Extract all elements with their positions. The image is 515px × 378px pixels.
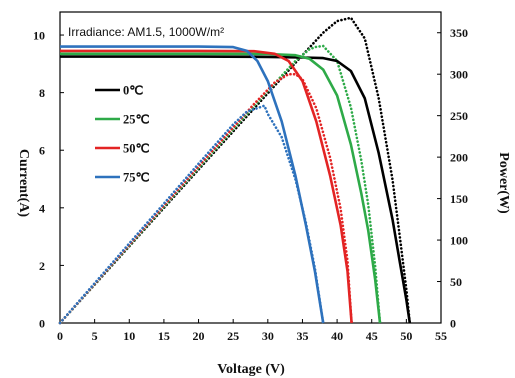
y-right-tick-label: 300: [450, 68, 468, 82]
y-left-tick-label: 0: [39, 317, 45, 331]
legend-label: 75℃: [123, 171, 150, 185]
x-tick-label: 10: [123, 329, 135, 343]
irradiance-annotation: Irradiance: AM1.5, 1000W/m²: [68, 25, 224, 39]
x-tick-label: 55: [435, 329, 447, 343]
iv-curve-0c: [60, 55, 412, 324]
y-right-tick-label: 0: [450, 317, 456, 331]
legend-label: 50℃: [123, 142, 150, 156]
x-tick-label: 40: [331, 329, 343, 343]
iv-curve-50c: [60, 49, 353, 324]
y-left-tick-label: 2: [39, 259, 45, 273]
plot-frame: [59, 11, 442, 324]
y-right-tick-label: 150: [450, 192, 468, 206]
x-tick-label: 0: [57, 329, 63, 343]
y-right-axis-title: Power(W): [496, 152, 511, 214]
x-tick-label: 25: [227, 329, 239, 343]
legend-label: 25℃: [123, 113, 150, 127]
x-tick-label: 15: [158, 329, 170, 343]
legend: 0℃ 25℃ 50℃ 75℃: [95, 84, 150, 185]
x-tick-label: 45: [366, 329, 378, 343]
y-left-tick-label: 8: [39, 86, 45, 100]
y-right-tick-label: 250: [450, 109, 468, 123]
power-curve-0c: [58, 16, 412, 325]
y-right-axis-ticks: 0 50 100 150 200 250 300 350: [437, 26, 468, 331]
y-right-tick-label: 100: [450, 234, 468, 248]
x-tick-label: 50: [400, 329, 412, 343]
x-tick-label: 20: [193, 329, 205, 343]
iv-curve-25c: [60, 52, 382, 324]
power-curve-75c: [58, 104, 325, 325]
y-right-tick-label: 350: [450, 26, 468, 40]
y-right-tick-label: 50: [450, 275, 462, 289]
x-tick-label: 5: [92, 329, 98, 343]
y-left-tick-label: 4: [39, 201, 45, 215]
x-tick-label: 30: [262, 329, 274, 343]
x-tick-label: 35: [296, 329, 308, 343]
legend-label: 0℃: [123, 84, 143, 98]
y-left-tick-label: 10: [33, 29, 45, 43]
x-axis-ticks: 0 5 10 15 20 25 30 35 40 45 50 55: [57, 319, 447, 343]
y-right-tick-label: 200: [450, 151, 468, 165]
x-axis-title: Voltage (V): [217, 362, 285, 377]
y-left-tick-label: 6: [39, 144, 45, 158]
iv-curve-75c: [60, 45, 325, 324]
curves-group: [58, 16, 412, 325]
y-left-axis-ticks: 0 2 4 6 8 10: [33, 29, 64, 331]
y-left-axis-title: Current(A): [16, 149, 31, 218]
power-curve-50c: [58, 72, 353, 325]
